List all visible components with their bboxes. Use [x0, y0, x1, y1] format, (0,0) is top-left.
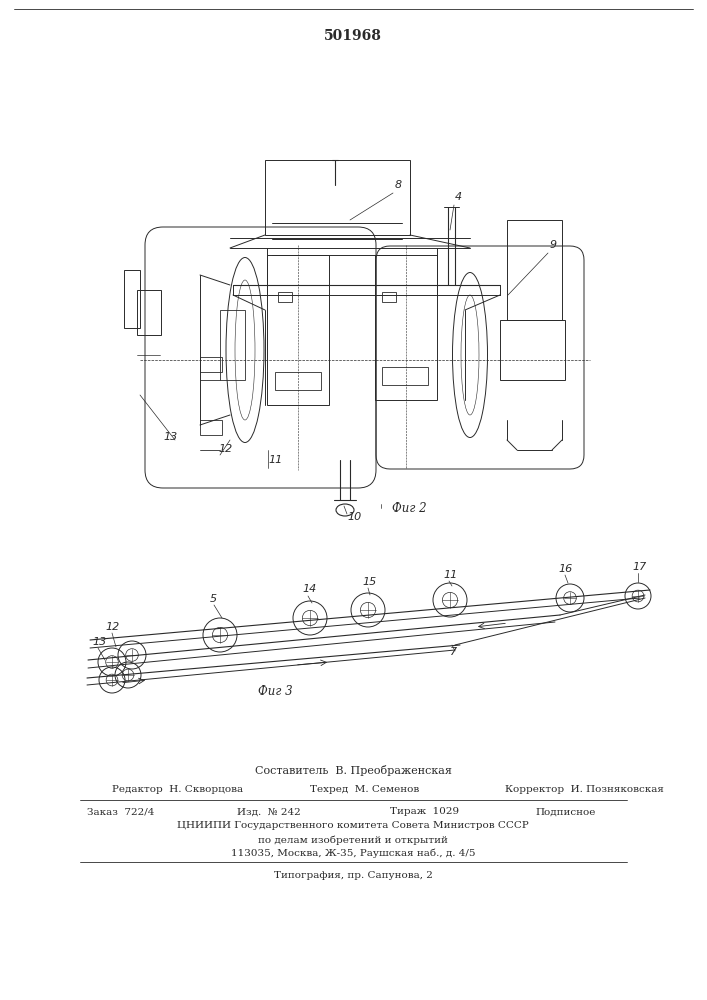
Bar: [124, 270, 140, 328]
Bar: [200, 420, 222, 435]
Text: Тираж  1029: Тираж 1029: [390, 808, 459, 816]
Text: Корректор  И. Позняковская: Корректор И. Позняковская: [505, 786, 664, 794]
Text: 10: 10: [347, 512, 361, 522]
Bar: [275, 372, 321, 390]
Text: 13: 13: [163, 432, 177, 442]
Bar: [220, 310, 245, 380]
Text: Фиг 2: Фиг 2: [392, 502, 426, 515]
Text: 17: 17: [632, 562, 646, 572]
Text: 4: 4: [455, 192, 462, 202]
Text: 11: 11: [268, 455, 282, 465]
Bar: [278, 292, 292, 302]
Text: Редактор  Н. Скворцова: Редактор Н. Скворцова: [112, 786, 243, 794]
Text: 8: 8: [395, 180, 402, 190]
Text: 16: 16: [558, 564, 572, 574]
Bar: [382, 292, 396, 302]
Text: 13: 13: [92, 637, 106, 647]
Bar: [267, 255, 329, 405]
Text: 15: 15: [362, 577, 376, 587]
Bar: [507, 220, 562, 320]
Text: 113035, Москва, Ж-35, Раушская наб., д. 4/5: 113035, Москва, Ж-35, Раушская наб., д. …: [230, 848, 475, 858]
Text: Фиг 3: Фиг 3: [258, 685, 293, 698]
Text: 14: 14: [302, 584, 316, 594]
Bar: [382, 367, 428, 385]
Text: 9: 9: [550, 240, 557, 250]
Text: 501968: 501968: [324, 29, 382, 43]
Text: 11: 11: [443, 570, 457, 580]
Text: по делам изобретений и открытий: по делам изобретений и открытий: [258, 835, 448, 845]
Text: Изд.  № 242: Изд. № 242: [237, 808, 300, 816]
Bar: [265, 160, 410, 235]
Text: Техред  М. Семенов: Техред М. Семенов: [310, 786, 419, 794]
Text: Составитель  В. Преображенская: Составитель В. Преображенская: [255, 764, 452, 776]
Bar: [500, 320, 565, 380]
Text: 7: 7: [450, 647, 457, 657]
Text: 5: 5: [210, 594, 217, 604]
Text: Заказ  722/4: Заказ 722/4: [87, 808, 154, 816]
Text: Подписное: Подписное: [535, 808, 595, 816]
Text: 12: 12: [105, 622, 119, 632]
Text: Типография, пр. Сапунова, 2: Типография, пр. Сапунова, 2: [274, 870, 433, 880]
Bar: [200, 357, 222, 372]
Text: 12: 12: [218, 444, 233, 454]
Bar: [137, 290, 161, 335]
Bar: [375, 255, 437, 400]
Text: ЦНИИПИ Государственного комитета Совета Министров СССР: ЦНИИПИ Государственного комитета Совета …: [177, 822, 529, 830]
